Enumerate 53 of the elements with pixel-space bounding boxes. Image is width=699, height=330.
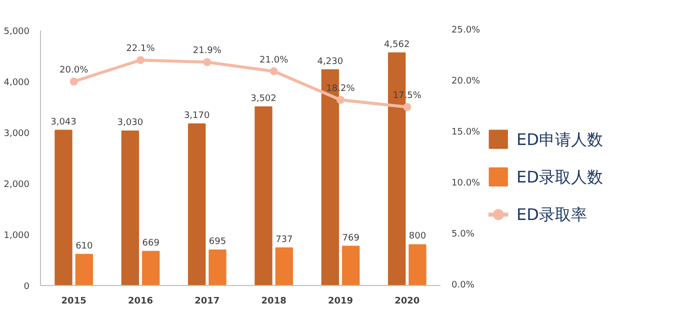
legend-label: ED申请人数 xyxy=(516,130,603,149)
data-label: 22.1% xyxy=(126,44,156,54)
bar xyxy=(54,130,72,286)
point xyxy=(336,96,344,104)
y2-tick-label: 0.0% xyxy=(452,280,475,290)
data-label: 21.9% xyxy=(192,46,222,56)
y2-tick-label: 20.0% xyxy=(452,76,481,86)
y-tick-label: 0 xyxy=(24,282,30,292)
x-tick-label: 2018 xyxy=(261,296,286,306)
y-tick-label: 5,000 xyxy=(4,27,30,37)
x-tick-label: 2020 xyxy=(394,296,420,306)
data-label: 3,030 xyxy=(117,118,144,128)
data-label: 3,043 xyxy=(50,117,76,128)
data-label: 4,562 xyxy=(384,40,410,50)
legend-label: ED录取人数 xyxy=(516,167,603,186)
x-tick-label: 2017 xyxy=(194,296,220,306)
data-label: 21.0% xyxy=(260,55,289,66)
bar xyxy=(208,250,226,286)
legend-label: ED录取率 xyxy=(516,205,587,224)
point xyxy=(70,78,78,86)
bar xyxy=(188,123,206,286)
bar xyxy=(408,244,426,286)
data-label: 3,502 xyxy=(250,94,276,104)
x-tick-label: 2015 xyxy=(61,296,86,306)
y-tick-label: 4,000 xyxy=(4,78,30,88)
data-label: 737 xyxy=(276,234,293,245)
x-tick-label: 2016 xyxy=(128,296,154,306)
y2-tick-label: 10.0% xyxy=(452,178,481,188)
point xyxy=(270,67,278,76)
bar xyxy=(275,247,293,286)
y-tick-label: 2,000 xyxy=(4,180,30,190)
data-label: 695 xyxy=(208,237,226,248)
point xyxy=(203,58,212,66)
point xyxy=(136,56,144,64)
data-label: 769 xyxy=(342,233,360,244)
data-label: 669 xyxy=(142,238,160,248)
data-label: 4,230 xyxy=(317,56,344,67)
y-tick-label: 1,000 xyxy=(4,231,30,241)
bar xyxy=(121,130,139,286)
y2-tick-label: 25.0% xyxy=(452,26,481,36)
point xyxy=(403,103,412,111)
bar xyxy=(342,246,360,286)
data-label: 800 xyxy=(408,232,426,242)
bar xyxy=(142,250,160,286)
y2-tick-label: 15.0% xyxy=(452,128,481,138)
bar xyxy=(75,254,93,286)
data-label: 3,170 xyxy=(184,110,210,121)
y2-tick-label: 5.0% xyxy=(452,230,475,240)
x-tick-label: 2019 xyxy=(328,296,354,306)
bar xyxy=(254,106,272,286)
data-label: 20.0% xyxy=(60,66,89,76)
data-label: 610 xyxy=(76,241,94,252)
y-tick-label: 3,000 xyxy=(4,129,30,139)
